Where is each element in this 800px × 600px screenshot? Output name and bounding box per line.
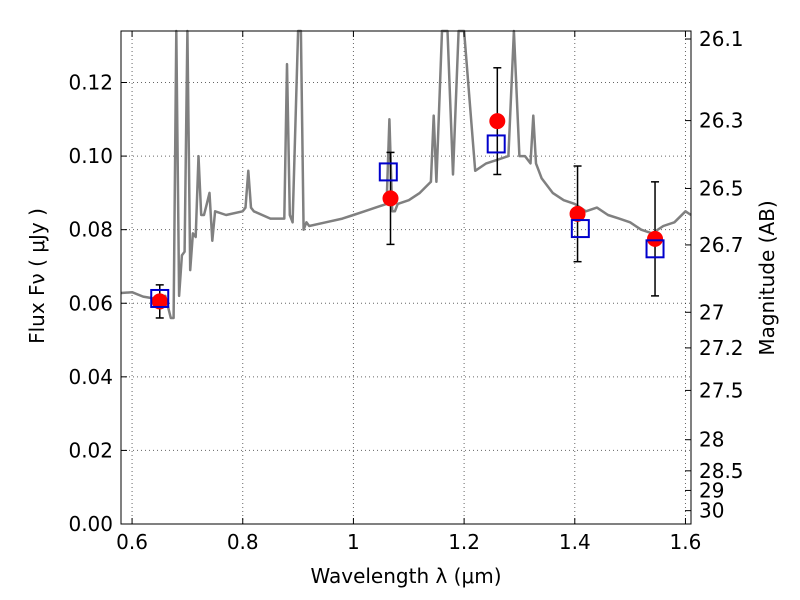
magnitude-tick-label: 27 (699, 300, 724, 324)
magnitude-tick-label: 26.1 (699, 27, 744, 51)
x-tick-label: 1.2 (448, 530, 480, 554)
synthetic-point (150, 288, 170, 308)
error-bars (155, 67, 660, 319)
axis-ticks (121, 31, 691, 525)
observed-point (569, 205, 586, 222)
plot-frame (120, 30, 692, 525)
y-tick-label: 0.06 (68, 291, 113, 315)
magnitude-tick-label: 26.7 (699, 233, 744, 257)
synthetic-point (645, 239, 665, 259)
observed-points (151, 113, 664, 310)
x-tick-label: 1.6 (670, 530, 702, 554)
grid-lines (121, 31, 691, 525)
synthetic-point (486, 134, 506, 154)
synthetic-point (570, 219, 590, 239)
observed-point (647, 230, 664, 247)
model-spectrum-line (120, 29, 692, 320)
y-tick-label: 0.02 (68, 438, 113, 462)
x-tick-label: 0.6 (116, 530, 148, 554)
x-tick-label: 1 (347, 530, 360, 554)
magnitude-tick-label: 26.5 (699, 176, 744, 200)
observed-point (489, 113, 506, 130)
y-tick-label: 0.10 (68, 144, 113, 168)
magnitude-tick-label: 30 (699, 499, 724, 523)
observed-point (382, 190, 399, 207)
magnitude-axis-label: Magnitude (AB) (755, 200, 779, 355)
model-spectrum-layer (120, 29, 692, 320)
y-tick-label: 0.08 (68, 218, 113, 242)
synthetic-point (378, 162, 398, 182)
magnitude-tick-label: 27.5 (699, 378, 744, 402)
magnitude-tick-label: 27.2 (699, 336, 744, 360)
y-axis-label: Flux Fν ( μJy ) (25, 208, 49, 344)
x-tick-labels: 0.6 0.8 1 1.2 1.4 1.6 (116, 530, 701, 554)
y-tick-label: 0.04 (68, 365, 113, 389)
synthetic-points (150, 134, 665, 308)
y-tick-label: 0.12 (68, 71, 113, 95)
y-tick-label: 0.00 (68, 512, 113, 536)
y-tick-labels: 0.00 0.02 0.04 0.06 0.08 0.10 0.12 (68, 71, 113, 536)
x-tick-label: 1.4 (559, 530, 591, 554)
x-axis-label: Wavelength λ (μm) (310, 564, 501, 588)
magnitude-tick-label: 26.3 (699, 109, 744, 133)
magnitude-tick-label: 28.5 (699, 459, 744, 483)
magnitude-tick-label: 28 (699, 428, 724, 452)
magnitude-tick-label: 29 (699, 478, 724, 502)
x-tick-label: 0.8 (227, 530, 259, 554)
